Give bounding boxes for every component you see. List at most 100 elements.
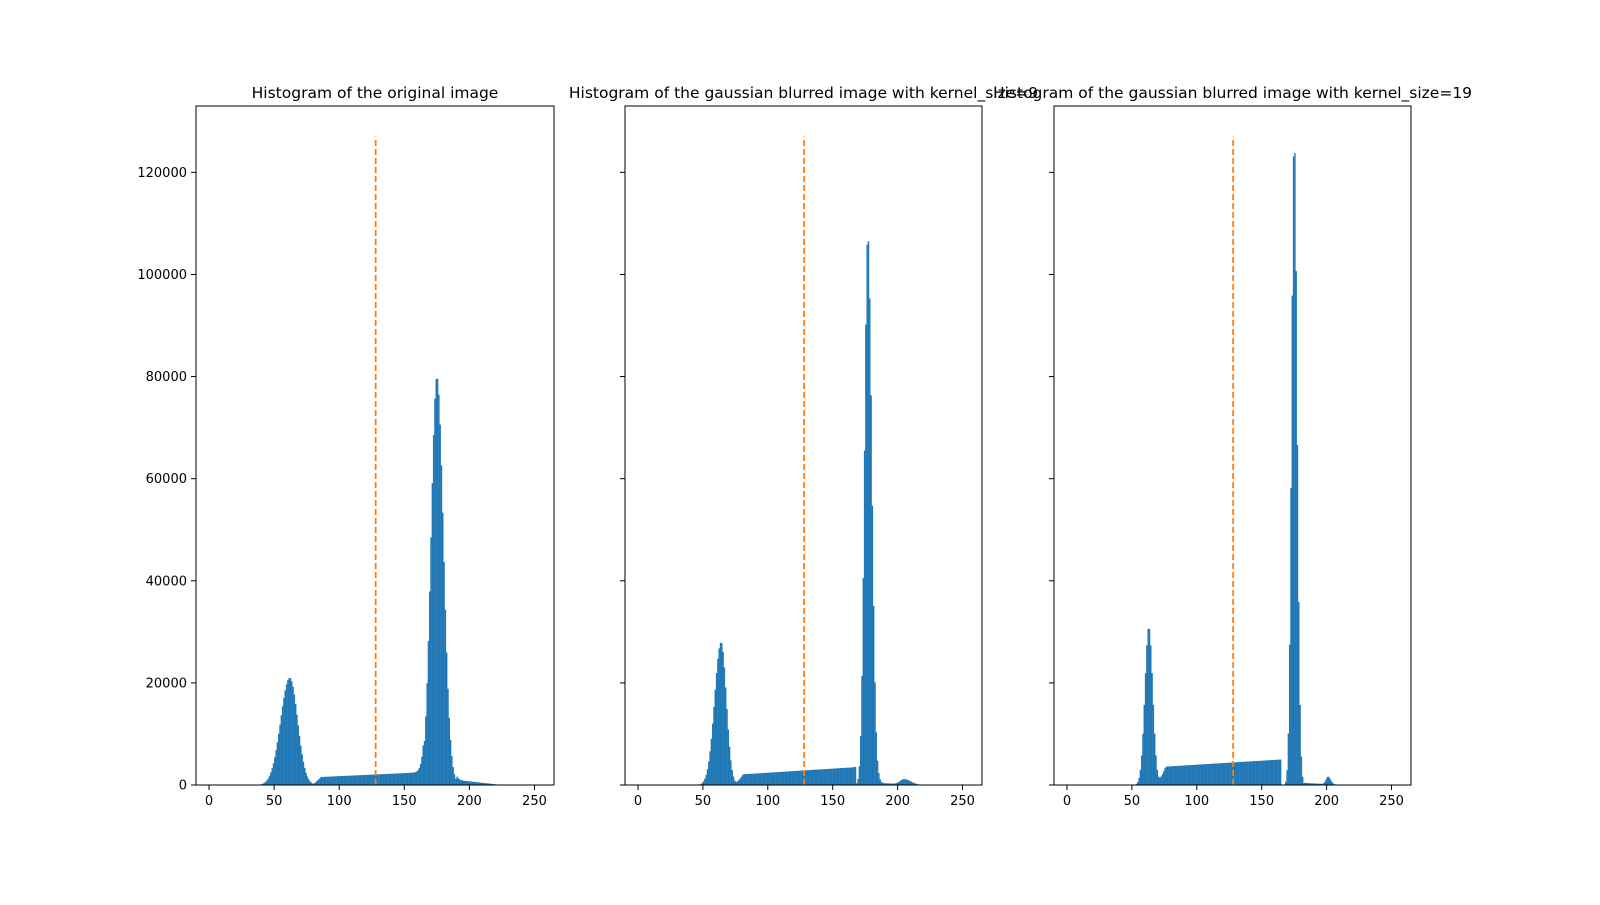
histogram-bar [459, 779, 460, 785]
x-tick-label: 150 [1249, 794, 1274, 809]
histogram-bar [390, 774, 391, 785]
histogram-bar [772, 772, 773, 785]
histogram-bar [373, 775, 374, 785]
histogram-bar [426, 683, 427, 785]
histogram-bar [734, 780, 735, 785]
histogram-bar [1177, 766, 1178, 785]
histogram-bar [1276, 760, 1277, 785]
histogram-bar [386, 774, 387, 785]
histogram-bar [825, 769, 826, 785]
histogram-bar [281, 715, 282, 785]
histogram-bar [1198, 765, 1199, 785]
histogram-bar [335, 776, 336, 785]
histogram-bar [1268, 760, 1269, 785]
histogram-bar [704, 779, 705, 785]
histogram-bar [1263, 761, 1264, 785]
histogram-bar [421, 757, 422, 785]
histogram-bar [318, 779, 319, 785]
histogram-bar [380, 774, 381, 785]
histogram-bar [730, 760, 731, 785]
histogram-bar [778, 772, 779, 785]
histogram-bar [291, 681, 292, 785]
histogram-bar [1188, 765, 1189, 785]
panel-title: Histogram of the gaussian blurred image … [993, 84, 1472, 103]
histogram-bar [385, 774, 386, 785]
histogram-bar [800, 771, 801, 785]
histogram-bar [1159, 778, 1160, 785]
histogram-bar [455, 779, 456, 785]
histogram-bar [821, 769, 822, 785]
histogram-bar [1190, 765, 1191, 785]
histogram-bar [1206, 764, 1207, 785]
histogram-bar [446, 652, 447, 785]
y-tick-label: 120000 [137, 166, 187, 181]
histogram-bar [1138, 778, 1139, 785]
histogram-bar [848, 768, 849, 785]
histogram-bar [870, 395, 871, 785]
histogram-bar [361, 775, 362, 785]
histogram-bar [1162, 774, 1163, 785]
histogram-bar [802, 771, 803, 785]
histogram-bar [842, 768, 843, 785]
histogram-bar [1171, 766, 1172, 785]
histogram-bar [389, 774, 390, 785]
histogram-bar [347, 776, 348, 785]
histogram-bar [725, 688, 726, 785]
x-tick-label: 100 [755, 794, 780, 809]
histogram-bar [449, 718, 450, 785]
histogram-bar [861, 676, 862, 785]
histogram-bar [1157, 770, 1158, 785]
histogram-bar [1247, 762, 1248, 785]
histogram-bar [279, 725, 280, 785]
histogram-bar [344, 776, 345, 785]
histogram-bar [450, 740, 451, 785]
histogram-bar [300, 746, 301, 785]
histogram-bar [726, 709, 727, 785]
histogram-bars [1134, 153, 1342, 785]
histogram-bar [1250, 761, 1251, 785]
histogram-bar [1180, 766, 1181, 785]
histogram-bar [789, 771, 790, 785]
histogram-bar [860, 736, 861, 785]
histogram-bar [1262, 761, 1263, 785]
histogram-bar [1297, 445, 1298, 785]
histogram-bar [452, 767, 453, 785]
histogram-bar [909, 781, 910, 785]
histogram-bar [838, 768, 839, 785]
histogram-bar [1288, 733, 1289, 785]
histogram-bar [283, 698, 284, 785]
histogram-bar [454, 774, 455, 785]
histogram-bar [1163, 771, 1164, 785]
histogram-bar [1214, 764, 1215, 785]
histogram-bar [398, 773, 399, 785]
histogram-bar [1277, 760, 1278, 785]
histogram-bar [343, 776, 344, 785]
histogram-bar [866, 245, 867, 785]
histogram-bar [777, 772, 778, 785]
histogram-bar [865, 324, 866, 785]
histogram-bar [754, 774, 755, 785]
x-tick-label: 250 [1379, 794, 1404, 809]
histogram-bar [1215, 764, 1216, 785]
histogram-bar [843, 768, 844, 785]
histogram-bar [1251, 761, 1252, 785]
histogram-bar [273, 763, 274, 785]
histogram-bar [721, 643, 722, 785]
histogram-bar [863, 578, 864, 785]
histogram-bar [807, 770, 808, 785]
histogram-bar [750, 774, 751, 785]
histogram-bar [1145, 673, 1146, 785]
histogram-bar [468, 781, 469, 785]
histogram-bar [796, 771, 797, 785]
histogram-bar [716, 673, 717, 785]
histogram-bar [331, 776, 332, 785]
histogram-bar [717, 659, 718, 785]
histogram-bar [378, 774, 379, 785]
histogram-bar [387, 774, 388, 785]
histogram-bar [739, 779, 740, 785]
histogram-bar [1327, 777, 1328, 785]
histogram-bar [724, 667, 725, 785]
x-tick-label: 0 [1063, 794, 1071, 809]
histogram-bar [303, 762, 304, 785]
